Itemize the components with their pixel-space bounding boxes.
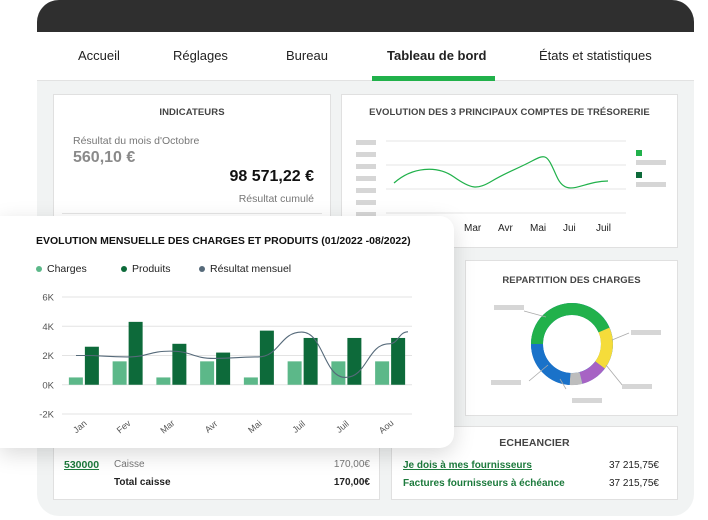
x-tick-label: Fev (115, 418, 133, 436)
month-tick: Mar (464, 223, 482, 234)
tresorerie-line (393, 156, 609, 189)
y-tick-label: 0K (42, 380, 54, 391)
x-tick-label: Jan (71, 418, 89, 435)
month-tick: Mai (530, 223, 547, 234)
x-tick-label: Juil (290, 419, 307, 435)
donut-segment (531, 303, 573, 345)
tab-tableau-de-bord[interactable]: Tableau de bord (387, 48, 487, 63)
legend-marker (636, 150, 642, 156)
cumul-result-label: Résultat cumulé (238, 193, 314, 205)
x-tick-label: Aou (377, 418, 396, 436)
bar-produits (347, 337, 362, 385)
bar-produits (391, 337, 406, 385)
monthly-chart-card: EVOLUTION MENSUELLE DES CHARGES ET PRODU… (0, 216, 454, 448)
echeancier-value: 37 215,75€ (608, 460, 659, 471)
caisse-value: 170,00€ (333, 459, 370, 470)
bar-charges (331, 361, 346, 385)
legend-placeholder (636, 160, 666, 165)
x-tick-label: Mar (158, 418, 176, 436)
legend-marker (636, 172, 642, 178)
repartition-panel: REPARTITION DES CHARGES (465, 260, 678, 416)
label-placeholder (631, 330, 661, 335)
indicateurs-panel: INDICATEURS Résultat du mois d'Octobre 5… (53, 94, 331, 218)
monthly-chart: 6K 4K 2K 0K -2K Jan Fev Mar Avr Mai Juil Juil Aou (39, 293, 412, 436)
bar-produits (84, 346, 99, 385)
active-tab-indicator (372, 76, 495, 81)
bar-produits (303, 337, 318, 385)
bar-charges (287, 361, 302, 385)
gridlines (386, 140, 626, 214)
x-tick-label: Juil (334, 419, 351, 435)
top-bar (37, 0, 694, 32)
y-tick-label: 2K (42, 351, 54, 362)
label-placeholder (491, 380, 521, 385)
bar-produits (259, 330, 274, 385)
repartition-donut (491, 303, 661, 403)
legend-label: Résultat mensuel (210, 263, 292, 275)
bar-charges (243, 377, 258, 385)
tab-accueil[interactable]: Accueil (78, 48, 120, 63)
y-tick-label: 4K (42, 322, 54, 333)
bar-charges (156, 377, 171, 385)
y-axis-placeholders (356, 140, 376, 217)
month-tick: Jui (563, 223, 576, 234)
echeancier-title: ECHEANCIER (499, 437, 570, 449)
bar-charges (200, 361, 215, 385)
month-result-label: Résultat du mois d'Octobre (73, 135, 200, 147)
bar-produits (172, 343, 187, 385)
x-tick-label: Avr (203, 419, 220, 435)
legend-label: Produits (132, 263, 171, 275)
tresorerie-chart (356, 140, 666, 217)
donut-segment (571, 303, 610, 333)
indicateurs-title: INDICATEURS (159, 107, 225, 118)
donut-segment (579, 361, 605, 384)
legend-dot (199, 266, 205, 273)
bar-charges (112, 361, 127, 385)
account-number-link[interactable]: 530000 (64, 459, 100, 471)
month-tick: Juil (596, 223, 612, 234)
label-placeholder (622, 384, 652, 389)
month-result-value: 560,10 € (73, 149, 136, 166)
caisse-label: Caisse (114, 459, 145, 470)
tab-etats-et-statistiques[interactable]: États et statistiques (539, 48, 652, 63)
link-factures-echeance[interactable]: Factures fournisseurs à échéance (403, 478, 565, 489)
link-je-dois-fournisseurs[interactable]: Je dois à mes fournisseurs (403, 460, 532, 471)
cumul-result-value: 98 571,22 € (229, 168, 314, 185)
y-tick-label: 6K (42, 293, 54, 304)
monthly-chart-title: EVOLUTION MENSUELLE DES CHARGES ET PRODU… (36, 235, 411, 247)
legend-charges: Charges (36, 263, 87, 275)
resultat-line (76, 331, 409, 378)
legend-placeholder (636, 182, 666, 187)
bar-charges (68, 377, 83, 385)
legend-resultat: Résultat mensuel (199, 263, 291, 275)
legend-dot (36, 266, 42, 273)
donut-segment (530, 343, 571, 385)
tab-reglages[interactable]: Réglages (173, 48, 228, 63)
donut-segment (569, 372, 583, 386)
legend-produits: Produits (121, 263, 171, 275)
total-caisse-label: Total caisse (114, 477, 171, 488)
bar-produits (128, 321, 143, 385)
tab-bureau[interactable]: Bureau (286, 48, 328, 63)
legend-label: Charges (47, 263, 87, 275)
legend-dot (121, 266, 127, 273)
y-tick-label: -2K (39, 410, 54, 421)
label-placeholder (494, 305, 524, 310)
x-tick-label: Mai (246, 418, 264, 435)
divider (62, 213, 322, 214)
bar-charges (375, 361, 390, 385)
donut-segment (594, 327, 613, 369)
tresorerie-title: EVOLUTION DES 3 PRINCIPAUX COMPTES DE TR… (369, 107, 650, 118)
total-caisse-value: 170,00€ (333, 477, 370, 488)
echeancier-value: 37 215,75€ (608, 478, 659, 489)
main-navigation: Accueil Réglages Bureau Tableau de bord … (37, 32, 694, 81)
bar-produits (216, 352, 231, 385)
label-placeholder (572, 398, 602, 403)
month-tick: Avr (498, 223, 513, 234)
repartition-title: REPARTITION DES CHARGES (502, 275, 641, 286)
